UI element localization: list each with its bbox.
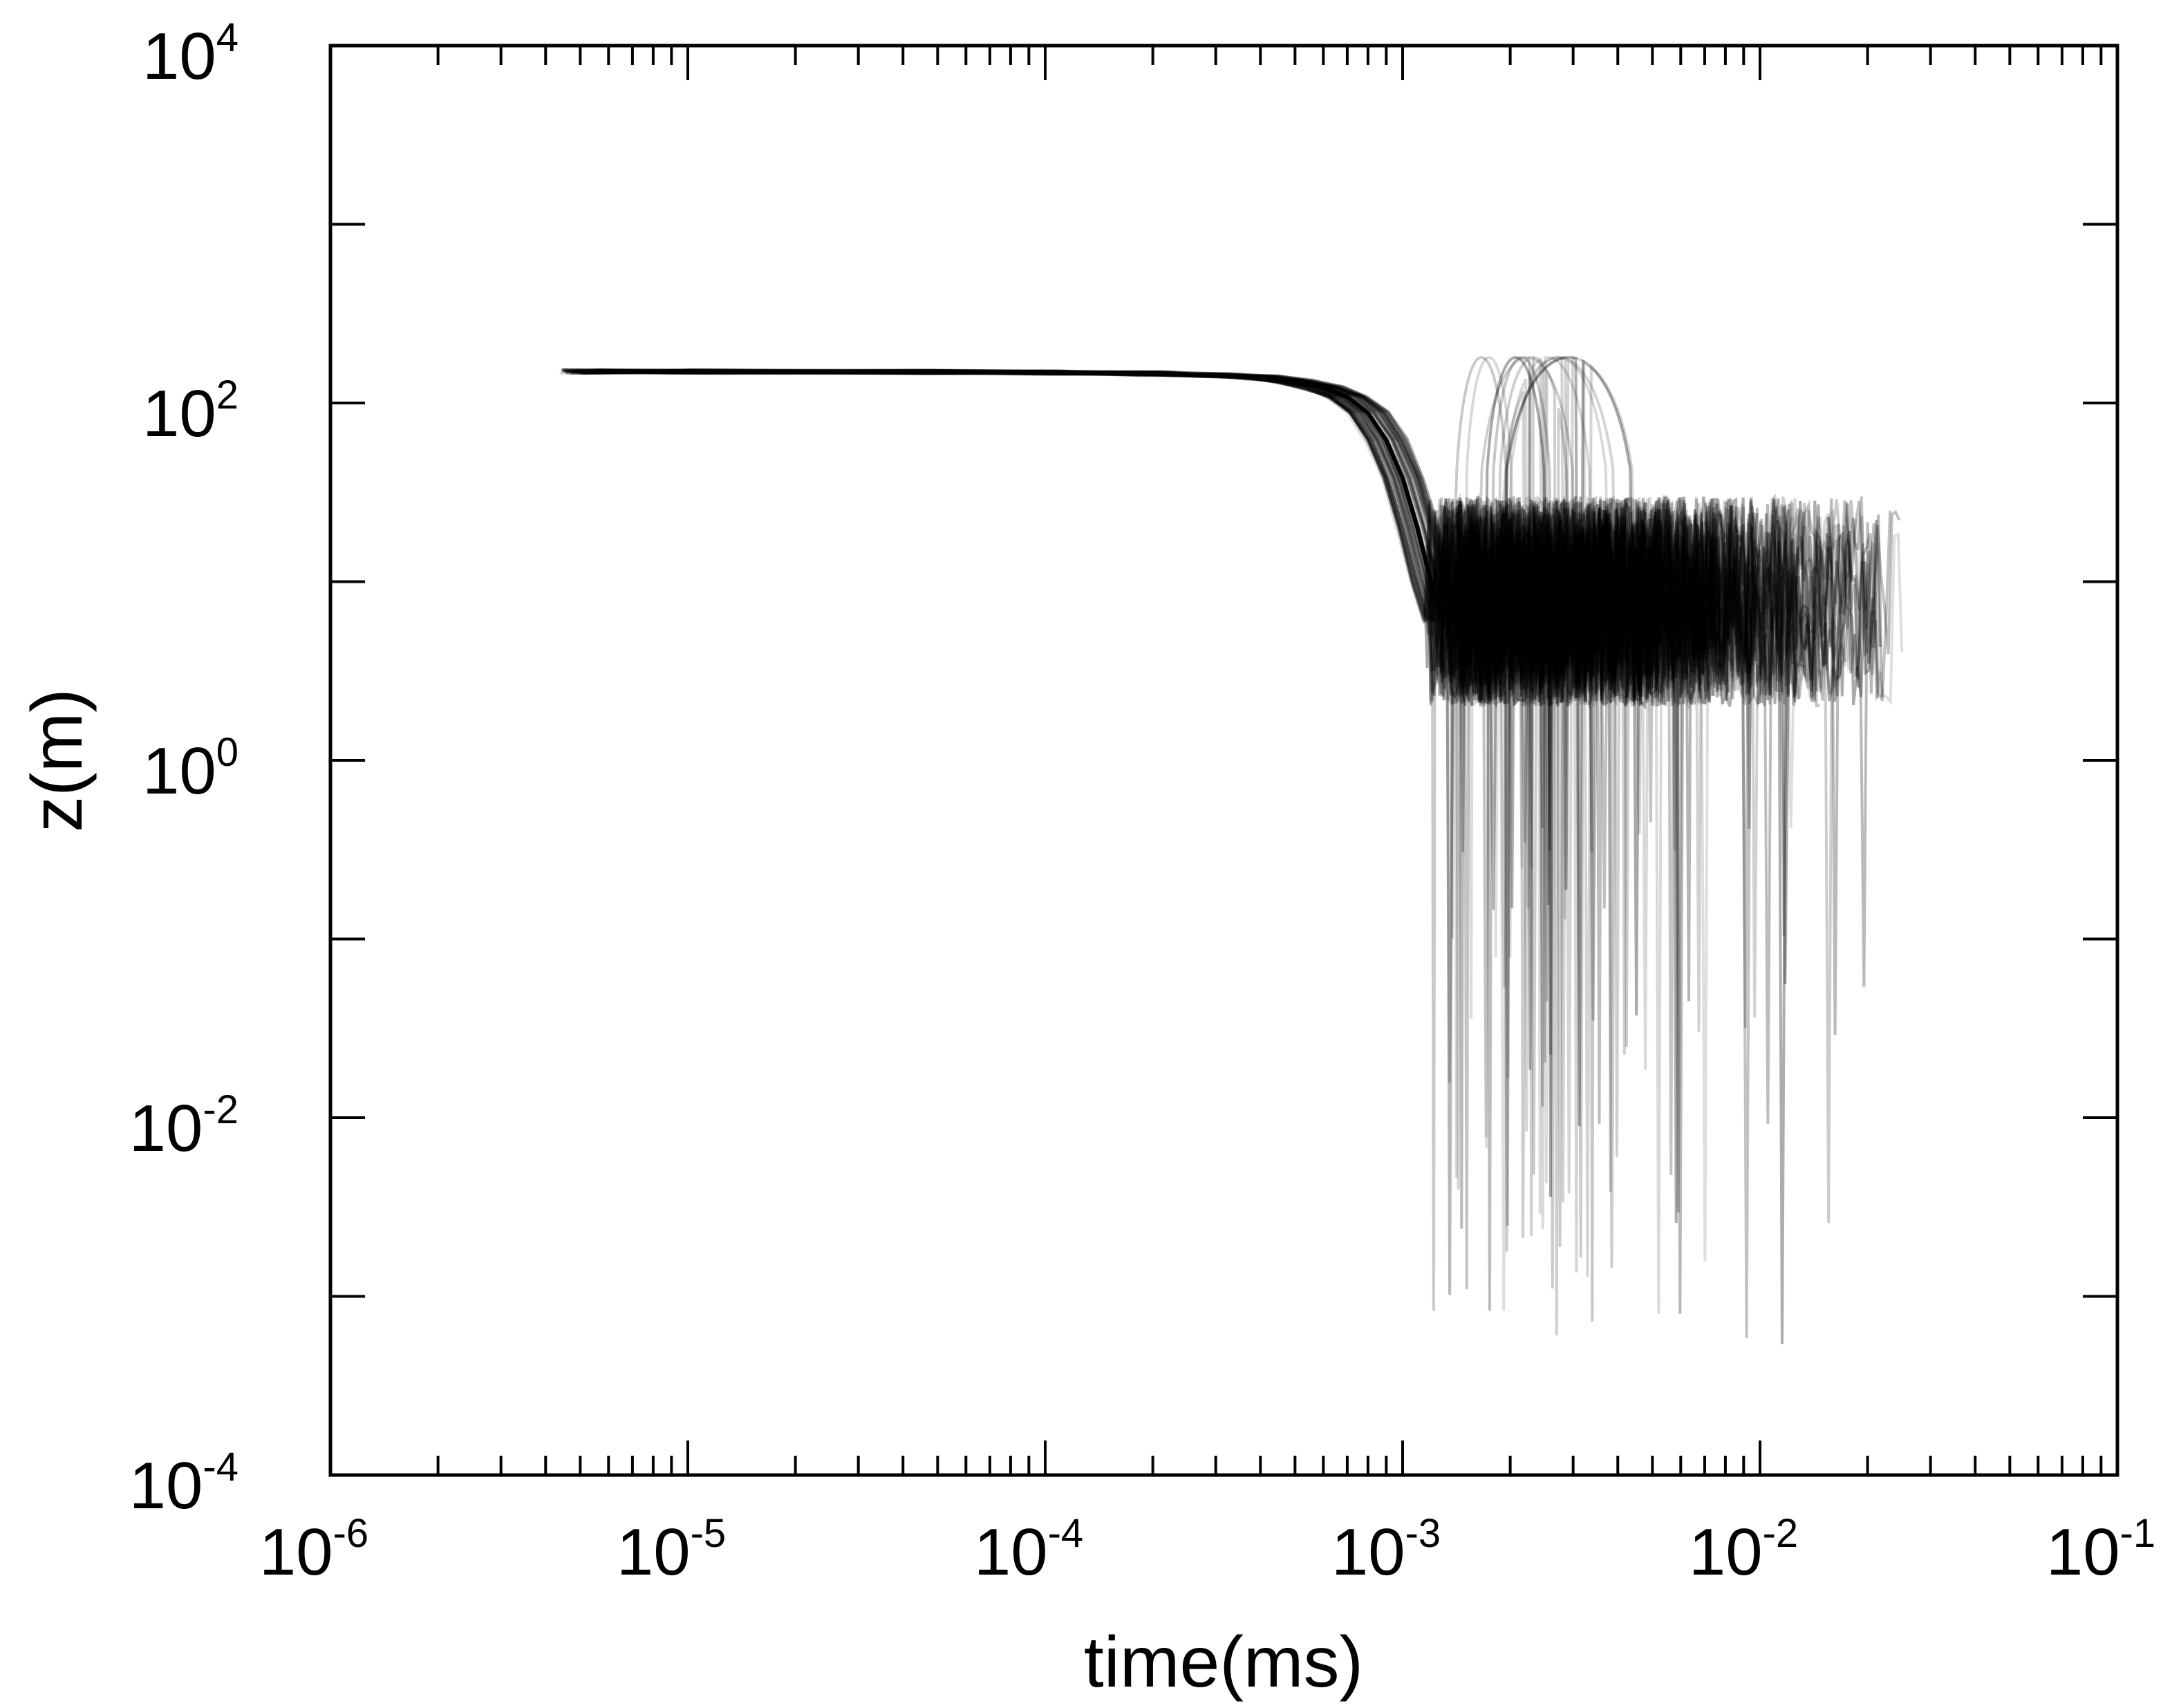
series-layer <box>559 355 1904 1344</box>
trajectory-line <box>601 369 1715 1223</box>
trajectory-line <box>575 368 1721 1203</box>
trajectory-line <box>595 355 1794 1314</box>
trajectory-line <box>594 370 1661 706</box>
y-tick-labels: 10-4 10-2 100 102 104 <box>129 15 238 1523</box>
major-ticks <box>329 44 2119 1476</box>
trajectory-line <box>568 355 1753 834</box>
y-axis-title: z(m) <box>17 688 97 832</box>
trajectory-line <box>585 368 1820 708</box>
trajectory-line <box>597 355 1754 1229</box>
trajectory-line <box>600 355 1698 1335</box>
trajectory-line <box>590 368 1797 1213</box>
trajectory-line <box>572 370 1614 1183</box>
x-tick-label: 10-5 <box>617 1511 726 1589</box>
trajectory-line <box>565 369 1818 1029</box>
x-axis-title: time(ms) <box>1084 1622 1363 1702</box>
y-tick-label: 10-2 <box>129 1087 238 1165</box>
trajectory-line <box>564 368 1617 1238</box>
trajectory-line <box>565 370 1844 1223</box>
y-tick-label: 10-4 <box>129 1445 238 1523</box>
trajectory-line <box>578 369 1705 958</box>
x-tick-label: 10-4 <box>974 1511 1083 1589</box>
trajectory-line <box>587 369 1844 1261</box>
trajectory-line <box>572 370 1719 1002</box>
trajectory-line <box>587 368 1713 1289</box>
trajectory-line <box>570 368 1750 1247</box>
trajectory-line <box>579 355 1600 1214</box>
trajectory-line <box>599 355 1661 1322</box>
trajectory-line <box>586 368 1884 1035</box>
trajectory-line <box>592 368 1739 890</box>
trajectory-line <box>572 370 1692 1124</box>
minor-ticks <box>330 46 2117 1475</box>
x-tick-label: 10-6 <box>259 1511 368 1589</box>
trajectory-line <box>567 369 1744 706</box>
trajectory-line <box>581 368 1759 909</box>
y-tick-label: 100 <box>142 730 238 808</box>
trajectory-line <box>561 369 1723 708</box>
trajectory-line <box>561 368 1892 1338</box>
trajectory-line <box>596 369 1625 706</box>
trajectory-line <box>570 368 1779 1017</box>
x-tick-label: 10-1 <box>2046 1511 2155 1589</box>
trajectory-line <box>579 369 1806 706</box>
trajectory-line <box>565 370 1627 1229</box>
trajectory-line <box>576 368 1674 1226</box>
trajectory-line <box>587 369 1878 706</box>
trajectory-line <box>562 368 1615 1197</box>
trajectory-line <box>592 355 1658 702</box>
trajectory-line <box>570 369 1654 1290</box>
trajectory-line <box>580 355 1829 1132</box>
trajectory-line <box>577 368 1654 1273</box>
trajectory-line <box>563 368 1620 706</box>
trajectory-line <box>564 368 1851 707</box>
plot-frame <box>328 44 2119 1477</box>
trajectory-line <box>586 369 1649 708</box>
trajectory-line <box>563 369 1725 1176</box>
trajectory-line <box>574 355 1874 1344</box>
trajectory-line <box>594 369 1845 1268</box>
x-tick-labels: 10-6 10-5 10-4 10-3 10-2 10-1 <box>259 1511 2155 1589</box>
x-tick-label: 10-3 <box>1331 1511 1441 1589</box>
main-trajectory-line <box>580 369 1445 622</box>
trajectory-line <box>572 355 1882 1277</box>
trajectory-line <box>578 370 1660 958</box>
trajectory-line <box>588 369 1697 1311</box>
trajectory-line <box>590 368 1721 1190</box>
y-tick-label: 104 <box>142 15 238 93</box>
y-tick-label: 102 <box>142 373 238 451</box>
trajectory-line <box>561 368 1882 984</box>
trajectory-line <box>579 368 1904 1311</box>
trajectory-line <box>599 368 1901 909</box>
trajectory-line <box>583 370 1812 1083</box>
trajectory-line <box>597 370 1760 1016</box>
trajectory-line <box>597 368 1837 708</box>
x-tick-label: 10-2 <box>1689 1511 1798 1589</box>
trajectory-line <box>595 368 1860 706</box>
trajectory-line <box>575 369 1879 1124</box>
trajectory-line <box>565 355 1604 1311</box>
trajectory-line <box>559 369 1770 1148</box>
trajectory-line <box>581 369 1754 706</box>
trajectory-line <box>569 369 1784 1314</box>
